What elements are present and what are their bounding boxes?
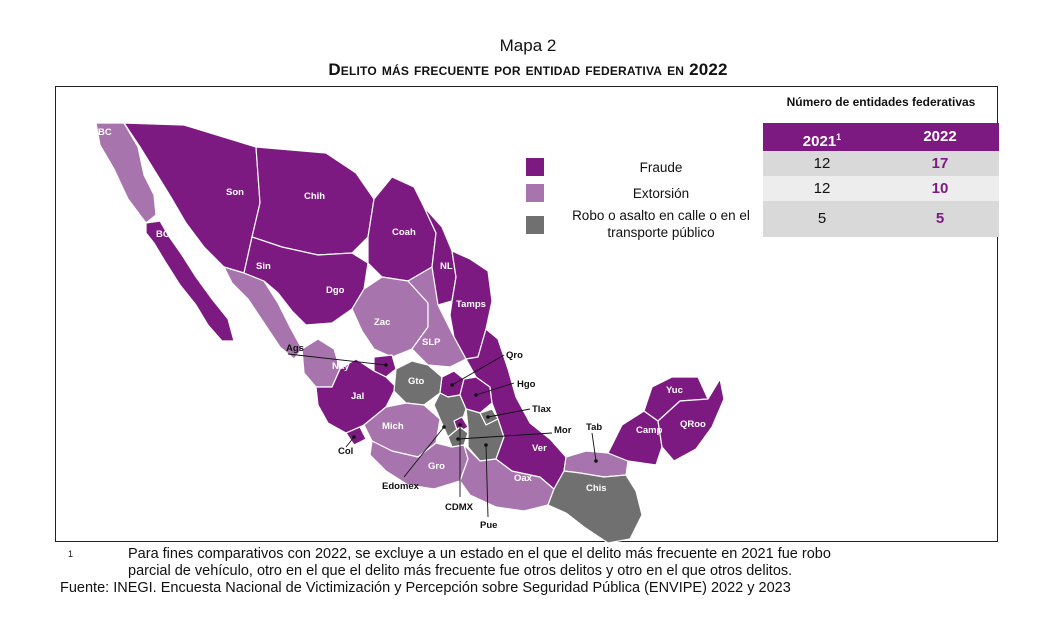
footnote-line: Para fines comparativos con 2022, se exc… <box>128 546 831 562</box>
state-label-zac: Zac <box>374 317 390 328</box>
state-label-mich: Mich <box>382 421 404 432</box>
leader-line-col <box>345 436 355 448</box>
map-frame: BC BCS Son Chih Coah NL Tamps Sin Dgo Zac SLP Nay Ag… <box>55 86 999 543</box>
counts-table-caption: Número de entidades federativas <box>786 95 976 109</box>
leader-dot-col <box>352 435 356 439</box>
header-2021: 20211 <box>802 132 842 150</box>
legend-item-robo: Robo o asalto en calle o en el transport… <box>526 207 766 247</box>
state-slp <box>407 266 467 368</box>
leader-line-qro <box>451 354 505 386</box>
state-dgo <box>243 236 369 326</box>
mexico-map: BC BCS Son Chih Coah NL Tamps Sin Dgo Zac SLP Nay Ag… <box>95 122 725 543</box>
state-chis <box>547 470 643 543</box>
notes: 1 Para fines comparativos con 2022, se e… <box>60 546 1028 597</box>
leader-dot-qro <box>450 383 454 387</box>
leader-line-edomex <box>403 426 445 478</box>
state-label-qroo: QRoo <box>680 419 706 430</box>
state-label-nl: NL <box>440 261 453 272</box>
state-qroo <box>657 378 725 462</box>
state-label-sin: Sin <box>256 261 271 272</box>
legend-swatch-fraude <box>526 158 544 176</box>
state-label-oax: Oax <box>514 473 533 484</box>
legend-swatch-extorsion <box>526 184 544 202</box>
state-label-son: Son <box>226 187 244 198</box>
leader-dot-edomex <box>442 425 446 429</box>
footnote-line: parcial de vehículo, otro en el que el d… <box>128 563 793 579</box>
table-row: 12 17 <box>763 151 999 176</box>
state-mor <box>447 426 469 448</box>
cell-2021: 12 <box>813 180 831 197</box>
state-label-nay: Nay <box>332 361 350 372</box>
leader-dot-tlax <box>486 415 490 419</box>
state-label-chis: Chis <box>586 483 607 494</box>
callout-label-tlax: Tlax <box>532 404 552 415</box>
state-label-yuc: Yuc <box>666 385 683 396</box>
state-label-tamps: Tamps <box>456 299 486 310</box>
legend-label: Robo o asalto en calle o en el transport… <box>572 208 750 240</box>
leader-line-ags <box>287 353 387 366</box>
leader-line-hgo <box>475 382 515 396</box>
state-label-camp: Camp <box>636 425 663 436</box>
labels-layer: BC BCS Son Chih Coah NL Tamps Sin Dgo Zac SLP Nay Ag… <box>98 127 706 531</box>
callout-label-mor: Mor <box>554 425 572 436</box>
map-title: Delito más frecuente por entidad federat… <box>328 60 728 79</box>
cell-2022: 17 <box>931 155 949 172</box>
leader-dot-pue <box>484 443 488 447</box>
state-ver <box>465 328 567 490</box>
callout-label-ags: Ags <box>286 343 304 354</box>
callout-label-pue: Pue <box>480 520 497 531</box>
counts-table: Número de entidades federativas 20211 20… <box>763 93 999 237</box>
legend: Fraude Extorsión Robo o asalto en calle … <box>526 155 766 247</box>
state-label-jal: Jal <box>351 391 364 402</box>
leader-dot-ags <box>384 363 388 367</box>
leader-line-tab <box>591 432 597 462</box>
state-bc <box>95 122 157 224</box>
callout-label-edomex: Edomex <box>382 481 420 492</box>
leader-dot-tab <box>594 459 598 463</box>
header-2022: 2022 <box>923 128 957 145</box>
leader-line-tlax <box>487 408 531 418</box>
state-label-chih: Chih <box>304 191 325 202</box>
callout-label-cdmx: CDMX <box>445 502 474 513</box>
state-label-gro: Gro <box>428 461 445 472</box>
source-note: Fuente: INEGI. Encuesta Nacional de Vict… <box>60 580 791 596</box>
counts-table-header: 20211 2022 <box>763 123 999 151</box>
legend-label: Fraude <box>639 160 683 175</box>
legend-label: Extorsión <box>632 186 690 201</box>
state-label-bcs: BCS <box>156 229 176 240</box>
legend-swatch-robo <box>526 216 544 234</box>
leader-line-pue <box>485 444 489 518</box>
table-row: 12 10 <box>763 176 999 201</box>
state-label-coah: Coah <box>392 227 416 238</box>
footnote-mark: 1 <box>68 549 74 559</box>
leader-dot-hgo <box>474 393 478 397</box>
table-row: 5 5 <box>763 201 999 237</box>
map-number: Mapa 2 <box>499 36 557 55</box>
cell-2021: 5 <box>817 210 827 227</box>
callout-label-qro: Qro <box>506 350 523 361</box>
states-layer <box>95 122 725 543</box>
callout-label-tab: Tab <box>586 422 602 433</box>
leader-dot-mor <box>456 437 460 441</box>
state-label-gto: Gto <box>408 376 425 387</box>
state-label-dgo: Dgo <box>326 285 345 296</box>
state-label-ver: Ver <box>532 443 547 454</box>
state-bcs <box>145 220 235 342</box>
callout-label-col: Col <box>338 446 353 457</box>
cell-2022: 10 <box>931 180 949 197</box>
leader-dot-cdmx <box>458 423 462 427</box>
leader-line-mor <box>457 432 553 440</box>
state-label-slp: SLP <box>422 337 441 348</box>
cell-2021: 12 <box>813 155 831 172</box>
callout-label-hgo: Hgo <box>517 379 536 390</box>
cell-2022: 5 <box>935 210 945 227</box>
legend-item-extorsion: Extorsión <box>526 181 766 207</box>
footnote-ref: 1 <box>836 132 842 142</box>
legend-item-fraude: Fraude <box>526 155 766 181</box>
state-label-bc: BC <box>98 127 112 138</box>
